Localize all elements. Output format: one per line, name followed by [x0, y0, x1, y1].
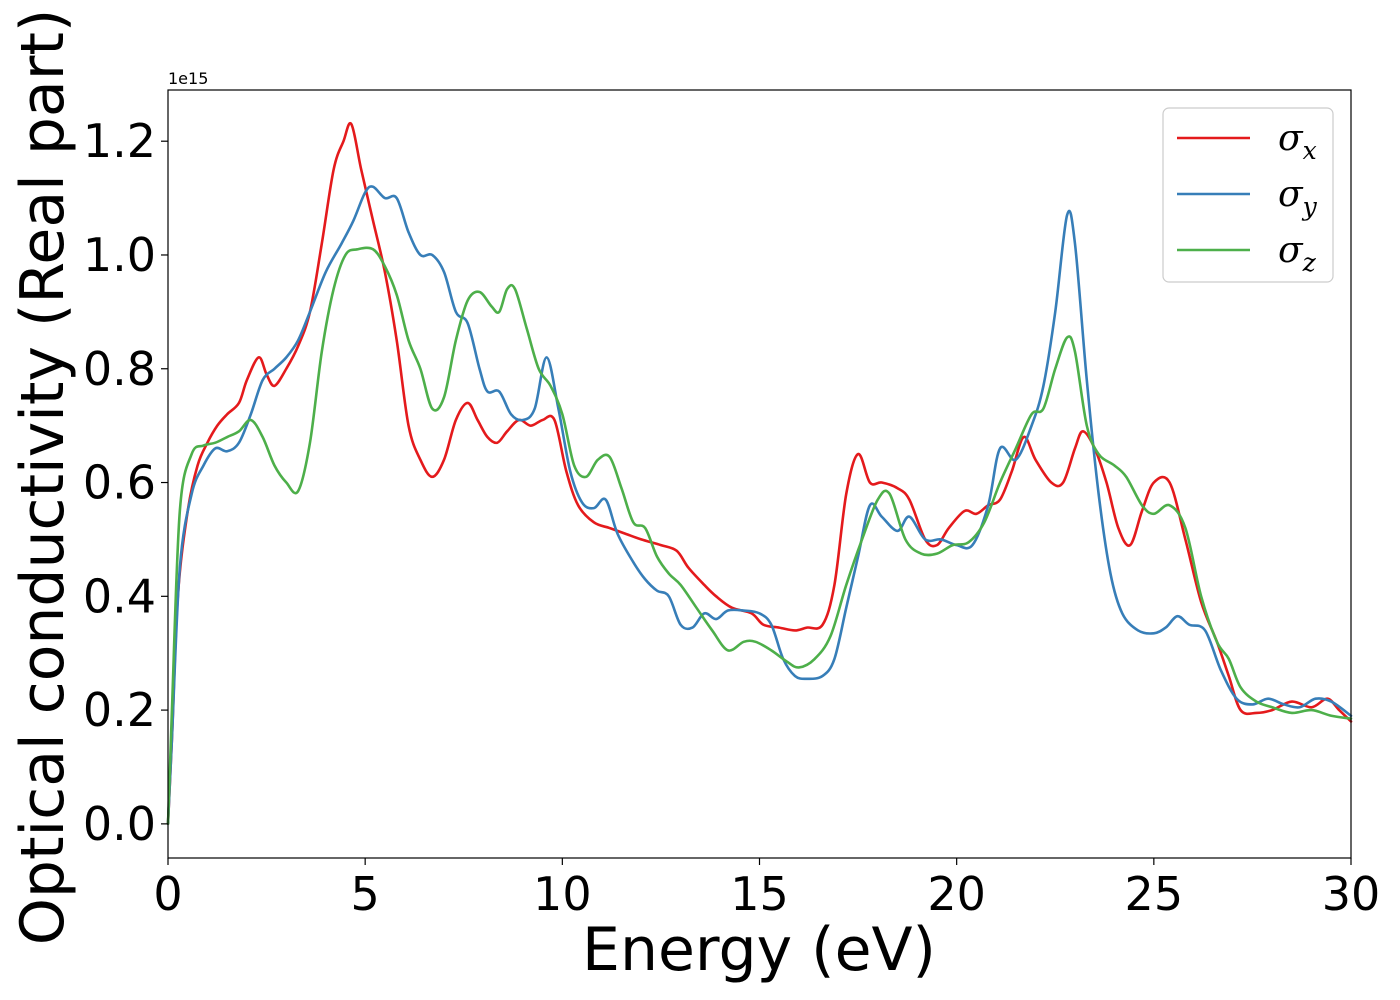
y-tick-label: 1.0	[83, 228, 156, 282]
y-tick-label: 0.4	[83, 569, 156, 623]
y-tick-label: 1.2	[83, 114, 156, 168]
y-axis-title: Optical conductivity (Real part)	[8, 9, 78, 946]
x-tick-label: 20	[927, 867, 986, 921]
legend-label-sigma-y: σy	[1278, 174, 1318, 221]
y-tick-label: 0.8	[83, 342, 156, 396]
x-tick-label: 10	[533, 867, 592, 921]
legend-symbol: σ	[1278, 118, 1304, 159]
legend-subscript: x	[1303, 136, 1317, 165]
x-tick-label: 30	[1322, 867, 1381, 921]
x-tick-label: 0	[153, 867, 182, 921]
y-axis: 0.0 0.2 0.4 0.6 0.8 1.0 1.2	[83, 114, 168, 851]
series-line-sigma-y	[166, 185, 1353, 826]
legend-subscript: y	[1302, 192, 1318, 221]
y-tick-label: 0.6	[83, 456, 156, 510]
x-axis-title: Energy (eV)	[582, 915, 936, 985]
y-offset-label: 1e15	[168, 69, 208, 88]
x-tick-label: 15	[730, 867, 789, 921]
legend-label-sigma-z: σz	[1278, 230, 1317, 277]
legend-symbol: σ	[1278, 174, 1304, 215]
series-line-sigma-z	[166, 246, 1353, 826]
legend-label-sigma-x: σx	[1278, 118, 1317, 165]
series-line-sigma-x	[166, 121, 1353, 826]
x-tick-label: 25	[1125, 867, 1184, 921]
y-tick-label: 0.2	[83, 683, 156, 737]
x-axis: 0 5 10 15 20 25 30	[153, 858, 1380, 921]
legend-symbol: σ	[1278, 230, 1304, 271]
series-layer	[166, 121, 1353, 826]
plot-area	[168, 90, 1351, 858]
x-tick-label: 5	[351, 867, 380, 921]
y-tick-label: 0.0	[83, 797, 156, 851]
legend-subscript: z	[1302, 248, 1317, 277]
